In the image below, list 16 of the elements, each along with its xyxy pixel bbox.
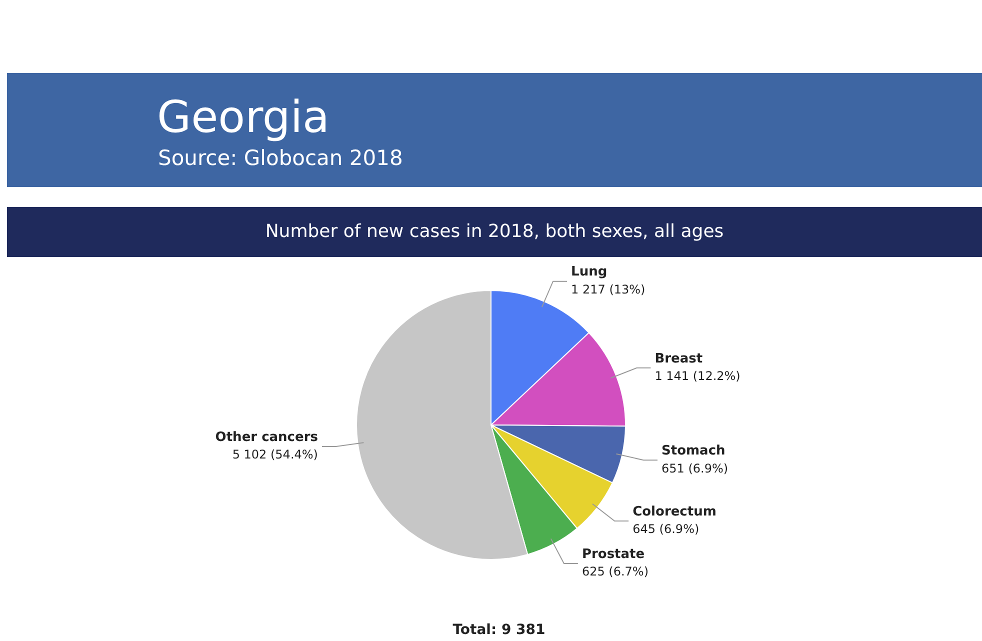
slice-label: Breast [654, 351, 703, 366]
data-label: 651 (6.9%) [662, 461, 728, 476]
text: Total: 9 381 [452, 622, 546, 638]
slice-label: Other cancers [215, 430, 318, 445]
source-note: Source: Globocan 2018 [158, 145, 403, 171]
slice-label: Stomach [662, 444, 726, 459]
data-label: 1 141 (12.2%) [654, 369, 740, 384]
slice-label: Colorectum [632, 504, 716, 520]
data-label: 645 (6.9%) [632, 522, 700, 536]
data-label: 625 (6.7%) [582, 564, 649, 579]
data-label: 1 217 (13%) [571, 282, 646, 296]
slice-label: Prostate [582, 546, 645, 562]
slice-label: Lung [571, 264, 608, 280]
chart-title: Georgia [157, 92, 330, 143]
data-label: 5 102 (54.4%) [232, 448, 318, 462]
chart-subtitle: Number of new cases in 2018, both sexes, all ages [7, 207, 982, 257]
